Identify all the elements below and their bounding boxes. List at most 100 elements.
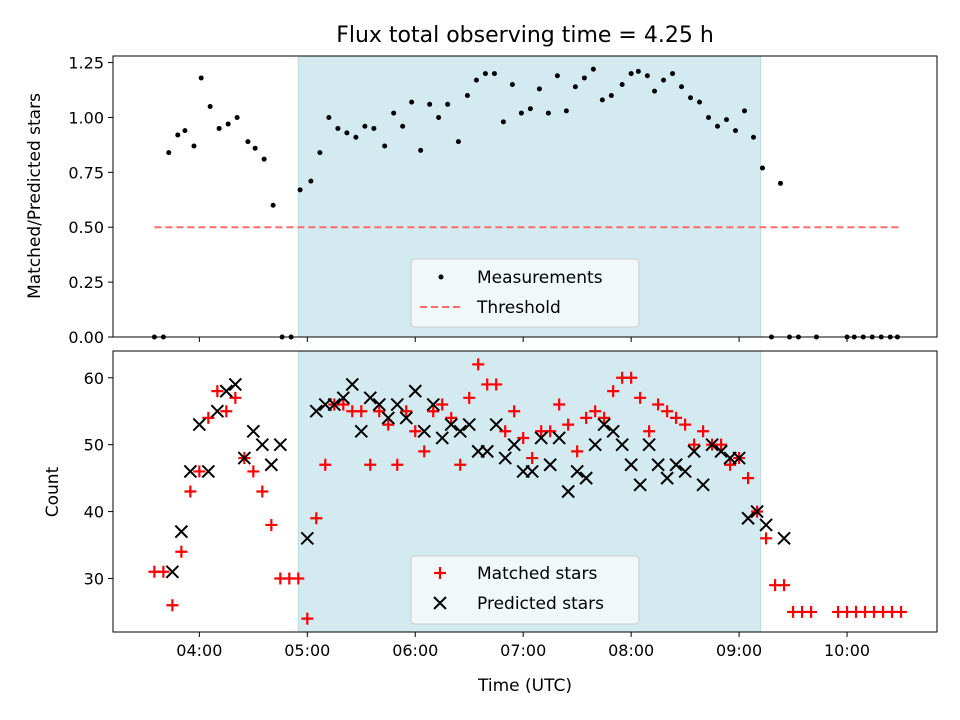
matched-star-point [319,458,332,471]
measurement-point [724,117,730,123]
measurement-point [652,88,658,94]
matched-star-point [670,411,683,424]
predicted-star-point [372,397,386,412]
count-panel: 30 40 50 60 04:00 05:00 06:00 07:00 08:00 09:00 1… [43,350,938,696]
matched-star-point [445,411,458,424]
legend-predicted-label: Predicted stars [477,594,604,614]
legend-predicted-marker [433,596,447,610]
predicted-star-point [192,417,207,432]
count-y-ticks: 30 40 50 60 [84,369,113,588]
measurement-point [409,99,415,105]
measurement-point [750,134,756,140]
matched-star-point [760,532,773,545]
measurement-point [198,75,204,81]
measurement-point [608,93,614,99]
matched-star-point [472,358,485,371]
predicted-star-point [264,458,279,472]
measurement-points [151,66,900,340]
measurement-point [554,73,560,79]
matched-star-point [661,405,674,418]
measurement-point [527,106,533,112]
predicted-star-point [750,504,764,519]
measurement-point [679,84,685,90]
count-legend: Matched stars Predicted stars [410,555,640,625]
matched-star-point [508,405,521,418]
measurement-point [545,110,551,116]
count-x-ticks: 04:00 05:00 06:00 07:00 08:00 09:00 10:00 [176,632,870,660]
matched-star-point [355,405,368,418]
predicted-star-point [462,417,476,432]
matched-star-point [499,425,512,438]
matched-star-point [589,405,602,418]
measurement-point [418,147,424,153]
y-tick-label: 30 [84,569,104,588]
predicted-star-point [426,397,440,412]
x-tick-label: 05:00 [284,641,330,660]
predicted-star-point [444,417,458,432]
measurement-point [245,139,251,145]
measurement-point [732,128,738,134]
measurement-point [353,134,359,140]
predicted-star-point [399,411,413,425]
legend-matched-label: Matched stars [477,564,597,584]
measurement-point [509,82,515,88]
measurement-point [455,139,461,145]
predicted-star-point [201,464,216,479]
measurement-point [270,202,276,208]
legend-measurements-marker [438,274,444,280]
matched-star-point [184,485,197,498]
predicted-star-point [273,437,288,452]
measurement-point [427,101,433,107]
predicted-star-point [552,431,566,445]
matched-star-point [571,445,584,458]
measurement-point [536,86,542,92]
matched-star-point [220,405,233,418]
measurement-point [670,71,676,77]
y-tick-label: 0.75 [68,163,104,182]
predicted-star-point [687,444,701,459]
predicted-star-point [507,437,521,452]
x-tick-label: 06:00 [392,641,438,660]
measurement-point [619,82,625,88]
measurement-point [777,180,783,186]
matched-star-point [517,431,530,444]
matched-star-point [373,405,386,418]
measurement-point [445,101,451,107]
measurement-point [362,123,368,129]
matched-star-point [382,418,395,431]
measurement-point [191,143,197,149]
measurement-point [225,121,231,127]
predicted-star-point [624,458,638,472]
matched-star-point [634,391,647,404]
predicted-star-point [309,404,324,418]
matched-star-point [679,418,692,431]
measurement-point [697,99,703,105]
measurement-point [216,125,222,131]
measurement-point [234,114,240,120]
matched-star-point [409,425,422,438]
ratio-legend-box [410,258,640,328]
matched-star-point [463,391,476,404]
matched-star-point [229,391,242,404]
measurement-point [464,93,470,99]
measurement-point [628,71,634,77]
matched-star-point [301,612,314,625]
measurement-point [518,110,524,116]
predicted-star-point [453,424,467,438]
predicted-star-point [327,397,342,412]
predicted-star-point [642,437,656,452]
matched-star-point [256,485,269,498]
measurement-point [706,114,712,120]
predicted-star-point [390,397,404,412]
ratio-x-ticks [198,337,848,342]
predicted-star-point [246,424,261,438]
matched-star-point [607,385,620,398]
measurement-point [326,114,332,120]
predicted-star-point [183,464,198,479]
y-tick-label: 50 [84,436,104,455]
measurement-point [715,123,721,129]
matched-star-point [364,458,377,471]
predicted-star-point [579,471,593,485]
measurement-point [308,178,314,184]
